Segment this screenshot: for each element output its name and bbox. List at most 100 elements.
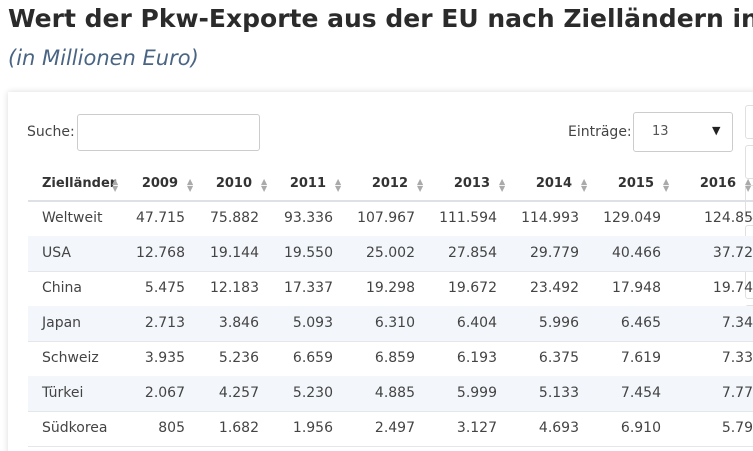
entries-select[interactable]: 13 ▼ — [633, 112, 733, 152]
table-cell: 5.999 — [456, 385, 497, 401]
row-border — [28, 411, 753, 412]
table-cell: 111.594 — [439, 210, 497, 226]
table-cell: 6.404 — [456, 315, 497, 331]
table-cell: 6.193 — [456, 350, 497, 366]
column-header[interactable]: 2010 — [215, 176, 252, 191]
column-header[interactable]: 2013 — [453, 176, 490, 191]
table-cell: 5.475 — [144, 280, 185, 296]
row-stripe — [28, 376, 753, 411]
table-cell: 6.375 — [538, 350, 579, 366]
subtitle: (in Millionen Euro) — [8, 46, 199, 70]
table-cell: 29.779 — [530, 245, 579, 261]
table-cell: 19.298 — [366, 280, 415, 296]
column-header[interactable]: Zielländer — [42, 176, 117, 191]
table-cell: 3.935 — [144, 350, 185, 366]
row-label: Südkorea — [42, 420, 108, 436]
table-cell: 23.492 — [530, 280, 579, 296]
row-border — [28, 271, 753, 272]
column-header[interactable]: 2016 — [699, 176, 736, 191]
side-tab[interactable] — [745, 145, 753, 179]
entries-label: Einträge: — [568, 124, 632, 140]
table-cell: 5.133 — [538, 385, 579, 401]
row-label: Schweiz — [42, 350, 99, 366]
table-cell: 17.948 — [612, 280, 661, 296]
table-cell: 124.85 — [704, 210, 753, 226]
side-tab[interactable] — [745, 185, 753, 219]
table-cell: 19.144 — [210, 245, 259, 261]
table-cell: 7.77 — [721, 385, 753, 401]
table-cell: 107.967 — [357, 210, 415, 226]
column-header[interactable]: 2011 — [289, 176, 326, 191]
sort-icon: ▲ ▼ — [745, 177, 752, 193]
column-header[interactable]: 2015 — [617, 176, 654, 191]
table-cell: 6.659 — [292, 350, 333, 366]
table-cell: 7.34 — [721, 315, 753, 331]
column-header[interactable]: 2012 — [371, 176, 408, 191]
row-label: Weltweit — [42, 210, 103, 226]
sort-icon: ▲ ▼ — [663, 177, 670, 193]
sort-icon: ▲ ▼ — [187, 177, 194, 193]
table-cell: 12.768 — [136, 245, 185, 261]
table-cell: 129.049 — [603, 210, 661, 226]
search-input[interactable] — [77, 114, 260, 151]
table-cell: 114.993 — [521, 210, 579, 226]
table-cell: 805 — [158, 420, 185, 436]
table-cell: 3.127 — [456, 420, 497, 436]
row-label: China — [42, 280, 82, 296]
sort-icon: ▲ ▼ — [417, 177, 424, 193]
table-cell: 2.497 — [374, 420, 415, 436]
table-cell: 6.465 — [620, 315, 661, 331]
sort-icon: ▲ ▼ — [335, 177, 342, 193]
table-cell: 3.846 — [218, 315, 259, 331]
sort-icon: ▲ ▼ — [581, 177, 588, 193]
table-cell: 5.79 — [721, 420, 753, 436]
table-cell: 7.619 — [620, 350, 661, 366]
title: Wert der Pkw-Exporte aus der EU nach Zie… — [8, 4, 753, 33]
table-cell: 19.550 — [284, 245, 333, 261]
table-cell: 1.682 — [218, 420, 259, 436]
table-cell: 6.910 — [620, 420, 661, 436]
table-cell: 2.067 — [144, 385, 185, 401]
table-cell: 5.996 — [538, 315, 579, 331]
sort-icon: ▲ ▼ — [499, 177, 506, 193]
table-cell: 40.466 — [612, 245, 661, 261]
table-cell: 5.093 — [292, 315, 333, 331]
table-cell: 19.672 — [448, 280, 497, 296]
table-cell: 5.230 — [292, 385, 333, 401]
table-cell: 93.336 — [284, 210, 333, 226]
sort-icon: ▲ ▼ — [261, 177, 268, 193]
table-cell: 25.002 — [366, 245, 415, 261]
column-header[interactable]: 2014 — [535, 176, 572, 191]
table-cell: 17.337 — [284, 280, 333, 296]
row-label: Japan — [42, 315, 82, 331]
table-cell: 37.72 — [712, 245, 753, 261]
table-cell: 12.183 — [210, 280, 259, 296]
entries-value: 13 — [652, 124, 669, 139]
row-border — [28, 341, 753, 342]
row-stripe — [28, 236, 753, 271]
table-cell: 1.956 — [292, 420, 333, 436]
row-stripe — [28, 306, 753, 341]
table-cell: 5.236 — [218, 350, 259, 366]
table-cell: 4.885 — [374, 385, 415, 401]
dropdown-caret: ▼ — [712, 124, 721, 137]
table-cell: 7.33 — [721, 350, 753, 366]
table-cell: 6.310 — [374, 315, 415, 331]
row-label: Türkei — [42, 385, 84, 401]
table-cell: 6.859 — [374, 350, 415, 366]
table-cell: 27.854 — [448, 245, 497, 261]
row-label: USA — [42, 245, 71, 261]
table-cell: 7.454 — [620, 385, 661, 401]
column-header[interactable]: 2009 — [141, 176, 178, 191]
table-cell: 47.715 — [136, 210, 185, 226]
side-tab[interactable] — [745, 105, 753, 139]
table-cell: 4.257 — [218, 385, 259, 401]
header-border — [28, 200, 753, 202]
table-cell: 4.693 — [538, 420, 579, 436]
search-label: Suche: — [27, 124, 75, 140]
row-border — [28, 446, 753, 447]
table-cell: 2.713 — [144, 315, 185, 331]
sort-icon: ▲ ▼ — [112, 177, 119, 193]
table-cell: 19.74 — [712, 280, 753, 296]
